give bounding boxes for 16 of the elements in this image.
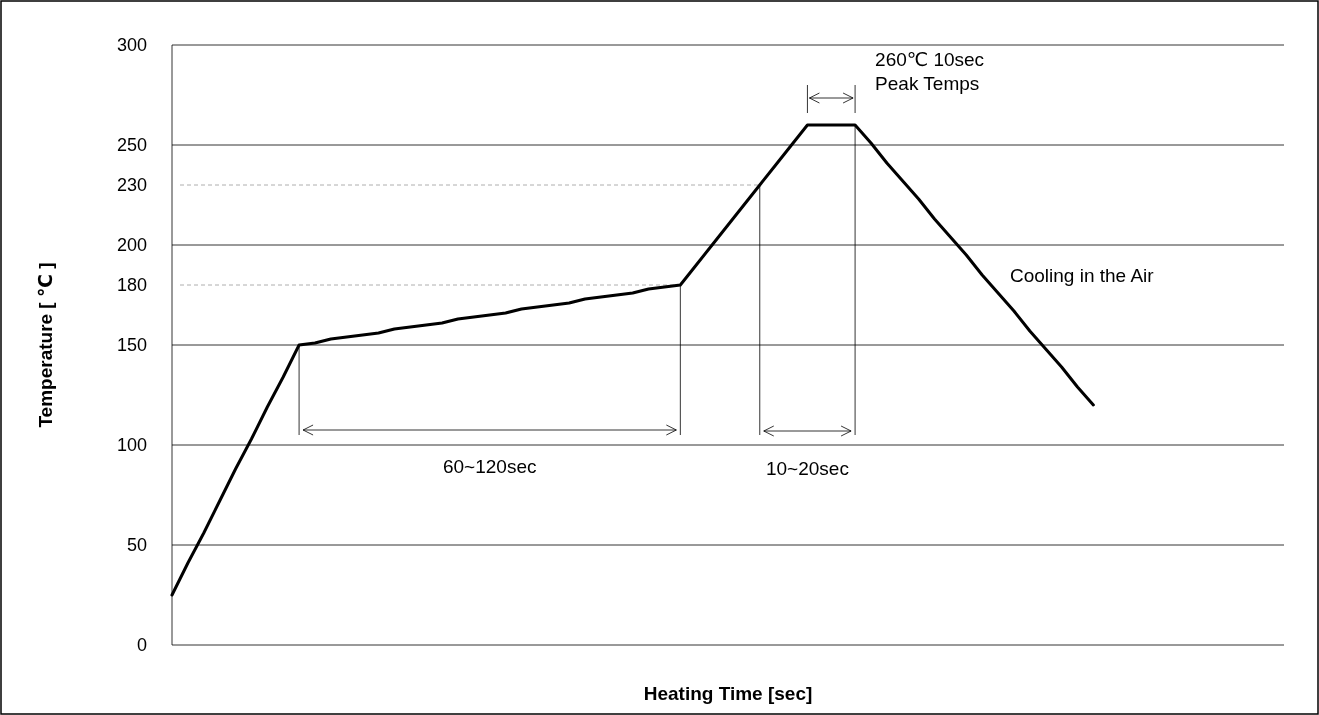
annotation: 10~20sec bbox=[765, 458, 849, 479]
y-axis-title: Temperature [ ℃ ] bbox=[35, 262, 56, 428]
y-tick-label: 50 bbox=[126, 535, 147, 556]
y-tick-label: 300 bbox=[116, 35, 147, 56]
y-tick-label: 100 bbox=[116, 435, 147, 456]
y-tick-label: 180 bbox=[116, 275, 147, 296]
annotation: 260℃ 10sec bbox=[875, 49, 985, 70]
y-tick-label: 150 bbox=[116, 335, 147, 356]
annotation: 60~120sec bbox=[442, 456, 537, 477]
y-tick-label: 200 bbox=[116, 235, 147, 256]
x-axis-title: Heating Time [sec] bbox=[643, 683, 813, 704]
y-tick-label: 250 bbox=[116, 135, 147, 156]
annotation: Peak Temps bbox=[875, 73, 980, 94]
y-tick-label: 230 bbox=[116, 175, 147, 196]
y-tick-label: 0 bbox=[136, 635, 147, 656]
annotation: Cooling in the Air bbox=[1010, 265, 1155, 286]
